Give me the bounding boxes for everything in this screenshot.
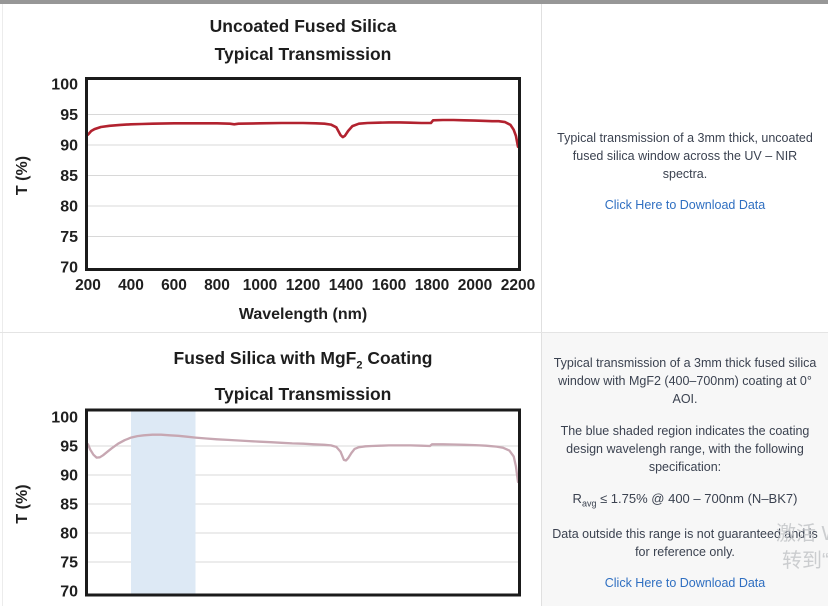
vertical-divider xyxy=(541,4,542,606)
x-tick-label: 1800 xyxy=(415,277,449,294)
chart-title-line1: Fused Silica with MgF2 Coating xyxy=(173,348,433,372)
coated-download-link[interactable]: Click Here to Download Data xyxy=(604,576,766,591)
y-axis-label: T (%) xyxy=(14,156,31,195)
x-tick-label: 1200 xyxy=(286,277,320,294)
horizontal-divider xyxy=(0,332,828,333)
uncoated-description-panel: Typical transmission of a 3mm thick, unc… xyxy=(542,4,828,332)
y-tick-label: 90 xyxy=(60,468,78,485)
plot-border xyxy=(85,408,521,597)
uncoated-chart-title: Uncoated Fused Silica Typical Transmissi… xyxy=(83,12,523,68)
y-tick-label: 85 xyxy=(60,497,78,514)
coated-transmission-chart: 70 75 80 85 90 95 100 T (%) xyxy=(14,408,521,601)
outside-range-note: Data outside this range is not guarantee… xyxy=(552,527,818,560)
uncoated-description: Typical transmission of a 3mm thick, unc… xyxy=(557,130,813,181)
y-tick-label: 70 xyxy=(60,260,78,277)
uncoated-transmission-chart: 70 75 80 85 90 95 100 200 400 600 800 1000 1200 1400 1… xyxy=(14,77,535,324)
uncoated-chart-cell: Uncoated Fused Silica Typical Transmissi… xyxy=(0,4,541,332)
y-tick-label: 80 xyxy=(60,199,78,216)
y-tick-label: 85 xyxy=(60,168,78,185)
coated-chart-cell: Fused Silica with MgF2 Coating Typical T… xyxy=(0,333,541,606)
avg-subscript: avg xyxy=(581,498,597,509)
uncoated-download-link[interactable]: Click Here to Download Data xyxy=(604,198,766,213)
y-tick-label: 75 xyxy=(60,555,78,572)
chart-title-line1: Uncoated Fused Silica xyxy=(209,16,397,36)
x-tick-label: 1400 xyxy=(329,277,363,294)
plot-border xyxy=(85,77,521,271)
chart-title-line2: Typical Transmission xyxy=(214,44,392,64)
reflectance-spec: Ravg ≤ 1.75% @ 400 – 700nm (N–BK7) xyxy=(572,491,798,509)
x-tick-label: 1000 xyxy=(243,277,277,294)
y-tick-label: 100 xyxy=(51,410,78,427)
transmission-curve xyxy=(86,118,520,149)
x-tick-label: 200 xyxy=(75,277,101,294)
subscript-2: 2 xyxy=(356,359,363,372)
coated-description: Typical transmission of a 3mm thick fuse… xyxy=(553,355,817,406)
y-tick-label: 70 xyxy=(60,584,78,601)
top-bar xyxy=(0,0,828,4)
y-tick-label: 80 xyxy=(60,526,78,543)
x-tick-label: 2200 xyxy=(501,277,535,294)
y-tick-label: 95 xyxy=(60,439,78,456)
x-tick-label: 600 xyxy=(161,277,187,294)
coated-chart-title: Fused Silica with MgF2 Coating Typical T… xyxy=(83,344,523,408)
x-tick-label: 2000 xyxy=(458,277,492,294)
y-tick-label: 95 xyxy=(60,107,78,124)
x-tick-label: 1600 xyxy=(372,277,406,294)
chart-title-line2: Typical Transmission xyxy=(214,383,392,404)
x-axis-label: Wavelength (nm) xyxy=(239,306,367,323)
shaded-region-note: The blue shaded region indicates the coa… xyxy=(560,423,810,475)
left-border xyxy=(2,4,3,606)
coating-design-region xyxy=(131,411,196,594)
x-tick-label: 400 xyxy=(118,277,144,294)
coated-description-panel: Typical transmission of a 3mm thick fuse… xyxy=(542,333,828,606)
y-tick-label: 100 xyxy=(51,77,78,94)
y-tick-label: 90 xyxy=(60,138,78,155)
y-axis-label: T (%) xyxy=(14,484,31,523)
transmission-curve xyxy=(86,433,520,484)
y-tick-label: 75 xyxy=(60,229,78,246)
x-tick-label: 800 xyxy=(204,277,230,294)
